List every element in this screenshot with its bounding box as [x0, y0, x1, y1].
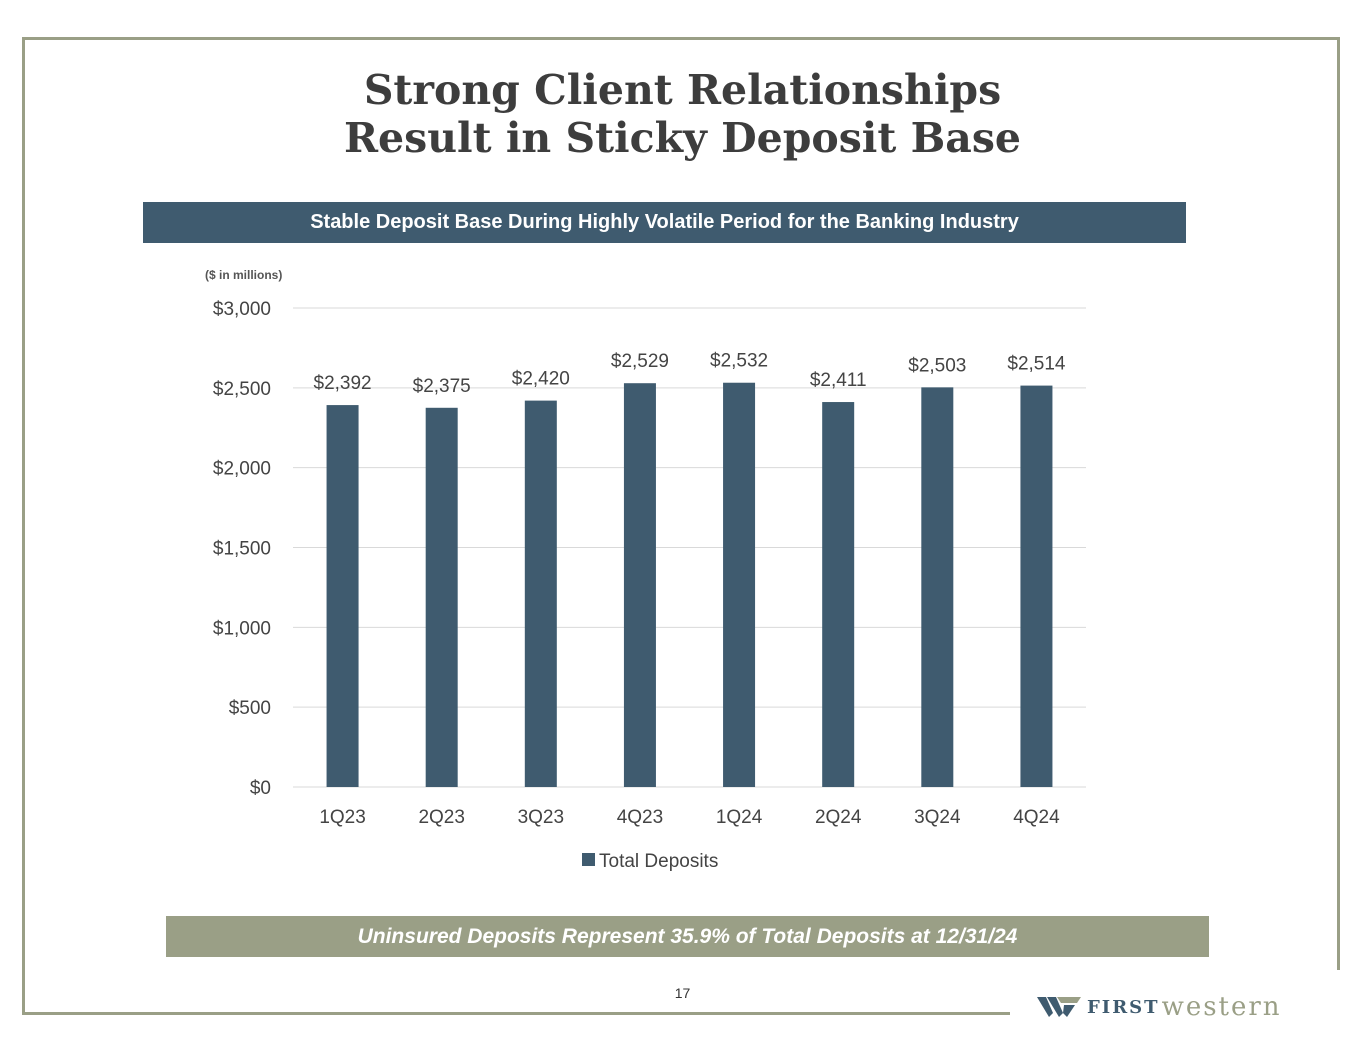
- chart-gridlines: [293, 307, 1086, 788]
- y-tick-label: $2,500: [213, 379, 271, 400]
- page-number: 17: [674, 985, 691, 1001]
- chart-legend: Total Deposits: [582, 851, 718, 872]
- data-label-4q24: $2,514: [1007, 354, 1066, 375]
- x-tick-label-2q23: 2Q23: [418, 807, 464, 828]
- frame-gap-right: [1330, 970, 1350, 1030]
- company-logo: FIRST western: [1037, 992, 1282, 1022]
- chart-subheader: Stable Deposit Base During Highly Volati…: [143, 202, 1186, 243]
- data-label-3q23: $2,420: [512, 369, 570, 390]
- slide-title: Strong Client Relationships Result in St…: [0, 66, 1365, 162]
- x-axis-tick-labels: 1Q23 2Q23 3Q23 4Q23 1Q24 2Q24 3Q24 4Q24: [319, 807, 1060, 828]
- first-western-logo-mark-icon: [1037, 997, 1081, 1017]
- y-tick-label: $2,000: [213, 459, 271, 480]
- data-label-3q24: $2,503: [908, 355, 966, 376]
- y-tick-label: $0: [250, 778, 271, 799]
- y-tick-label: $1,500: [213, 539, 271, 560]
- uninsured-deposits-note: Uninsured Deposits Represent 35.9% of To…: [166, 916, 1209, 957]
- bar-2q24: [822, 402, 855, 787]
- bar-4q24: [1020, 385, 1053, 787]
- legend-label: Total Deposits: [599, 851, 718, 872]
- x-tick-label-1q23: 1Q23: [319, 807, 365, 828]
- logo-text-western: western: [1161, 992, 1282, 1022]
- bar-3q24: [921, 387, 954, 787]
- data-label-2q24: $2,411: [810, 370, 867, 391]
- bar-1q23: [326, 405, 359, 787]
- bar-3q23: [524, 400, 557, 787]
- x-tick-label-4q23: 4Q23: [617, 807, 663, 828]
- x-tick-label-2q24: 2Q24: [815, 807, 862, 828]
- slide-frame: [22, 37, 1340, 1015]
- x-tick-label-3q24: 3Q24: [914, 807, 961, 828]
- units-note: ($ in millions): [205, 268, 283, 282]
- bar-1q24: [723, 382, 756, 787]
- y-tick-label: $3,000: [213, 299, 271, 320]
- x-tick-label-1q24: 1Q24: [716, 807, 763, 828]
- data-label-1q24: $2,532: [710, 351, 768, 372]
- deposit-bar-chart: $0 $500 $1,000 $1,500 $2,000 $2,500 $3,000 $2,…: [213, 299, 1086, 872]
- data-label-1q23: $2,392: [314, 373, 372, 394]
- bar-4q23: [623, 383, 656, 787]
- title-line-2: Result in Sticky Deposit Base: [343, 114, 1021, 162]
- bar-2q23: [425, 407, 458, 787]
- data-label-2q23: $2,375: [413, 376, 471, 397]
- title-line-1: Strong Client Relationships: [363, 66, 1002, 114]
- y-tick-label: $500: [229, 698, 271, 719]
- chart-bars: [326, 382, 1053, 787]
- legend-swatch: [582, 853, 595, 866]
- data-label-4q23: $2,529: [611, 351, 669, 372]
- chart-data-labels: $2,392 $2,375 $2,420 $2,529 $2,532 $2,411 $2,5…: [314, 351, 1066, 397]
- logo-text-first: FIRST: [1087, 996, 1160, 1018]
- y-axis-tick-labels: $0 $500 $1,000 $1,500 $2,000 $2,500 $3,000: [213, 299, 271, 799]
- x-tick-label-4q24: 4Q24: [1013, 807, 1060, 828]
- x-tick-label-3q23: 3Q23: [518, 807, 564, 828]
- y-tick-label: $1,000: [213, 618, 271, 639]
